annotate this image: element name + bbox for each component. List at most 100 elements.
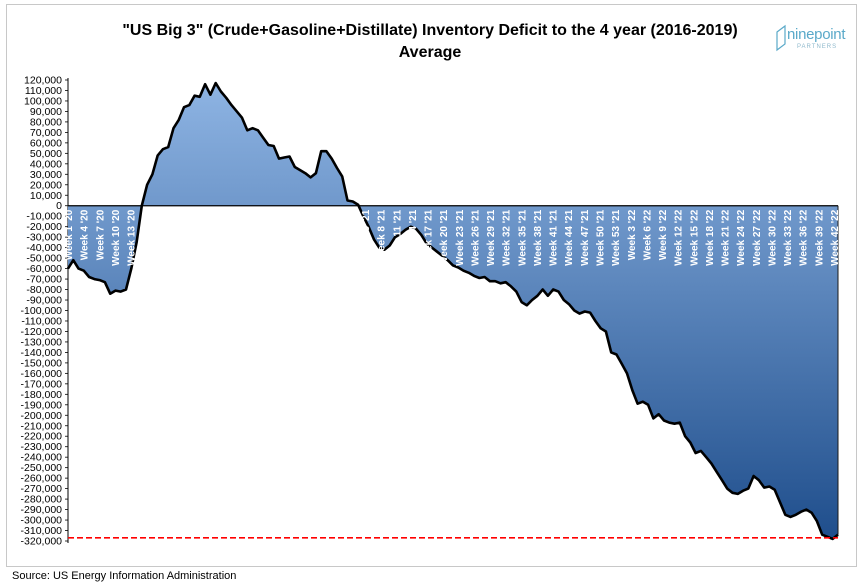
y-tick-label: -220,000 xyxy=(21,431,63,443)
y-tick-label: -110,000 xyxy=(21,315,62,327)
y-tick-label: 100,000 xyxy=(24,95,62,107)
chart-title-line2: Average xyxy=(398,44,462,61)
y-tick-label: 50,000 xyxy=(30,148,62,160)
x-tick-label: Week 49 '20 xyxy=(314,209,325,266)
x-tick-label: Week 42 '22 xyxy=(830,209,841,266)
y-tick-label: -280,000 xyxy=(21,494,63,506)
x-tick-label: Week 11 '21 xyxy=(392,209,403,265)
x-tick-label: Week 27 '22 xyxy=(752,209,763,266)
x-tick-label: Week 15 '22 xyxy=(689,209,700,266)
logo-subtext: PARTNERS xyxy=(797,44,838,50)
x-tick-label: Week 7 '20 xyxy=(95,209,106,260)
y-tick-label: -300,000 xyxy=(21,515,63,527)
x-tick-label: Week 19 '20 xyxy=(158,209,169,266)
y-tick-label: -10,000 xyxy=(26,211,62,223)
y-tick-label: -200,000 xyxy=(21,410,63,422)
y-tick-label: -90,000 xyxy=(26,295,62,307)
x-tick-label: Week 31 '20 xyxy=(220,209,231,266)
y-tick-label: 60,000 xyxy=(30,137,62,149)
x-tick-label: Week 41 '21 xyxy=(549,209,560,266)
x-tick-label: Week 36 '22 xyxy=(799,209,810,266)
y-tick-label: -70,000 xyxy=(26,274,62,286)
y-tick-label: -40,000 xyxy=(26,242,62,254)
x-tick-label: Week 37 '20 xyxy=(252,209,263,266)
x-tick-label: Week 14 '21 xyxy=(408,209,419,266)
y-tick-label: -80,000 xyxy=(26,284,62,296)
x-tick-label: Week 44 '21 xyxy=(564,209,575,266)
x-tick-label: Week 24 '22 xyxy=(736,209,747,266)
y-tick-label: 40,000 xyxy=(30,158,62,170)
x-tick-label: Week 21 '22 xyxy=(721,209,732,266)
logo-mark-icon xyxy=(776,24,786,52)
y-tick-label: -60,000 xyxy=(26,263,62,275)
x-tick-label: Week 6 '22 xyxy=(642,209,653,260)
y-tick-label: -290,000 xyxy=(21,504,63,516)
y-tick-label: 20,000 xyxy=(30,179,62,191)
y-tick-label: -180,000 xyxy=(21,389,63,401)
y-tick-label: -30,000 xyxy=(26,232,62,244)
logo-text: ninepoint xyxy=(787,26,846,43)
y-tick-label: -320,000 xyxy=(21,536,63,548)
source-note: Source: US Energy Information Administra… xyxy=(12,570,237,582)
y-tick-label: 30,000 xyxy=(30,169,62,181)
x-tick-label: Week 20 '21 xyxy=(439,209,450,266)
x-tick-label: Week 9 '22 xyxy=(658,209,669,260)
y-tick-label: 70,000 xyxy=(30,127,62,139)
x-tick-label: Week 18 '22 xyxy=(705,209,716,266)
y-tick-label: -170,000 xyxy=(21,378,63,390)
y-tick-label: -130,000 xyxy=(21,336,63,348)
x-tick-label: Week 5 '21 xyxy=(361,209,372,260)
chart-title-line1: "US Big 3" (Crude+Gasoline+Distillate) I… xyxy=(122,22,738,39)
x-tick-label: Week 35 '21 xyxy=(517,209,528,266)
y-axis: 120,000110,000100,00090,00080,00070,0006… xyxy=(21,75,69,548)
x-axis: Week 1 '20 Week 4 '20 Week 7 '20 Week 10 '2… xyxy=(64,205,841,266)
x-tick-label: Week 26 '21 xyxy=(470,209,481,266)
x-tick-label: Week 39 '22 xyxy=(814,209,825,266)
y-tick-label: 0 xyxy=(56,200,62,212)
y-tick-label: 10,000 xyxy=(30,190,62,202)
y-tick-label: 110,000 xyxy=(25,85,62,97)
x-tick-label: Week 10 '20 xyxy=(111,209,122,266)
x-tick-label: Week 33 '22 xyxy=(783,209,794,266)
x-tick-label: Week 30 '22 xyxy=(768,209,779,266)
y-tick-label: -140,000 xyxy=(21,347,63,359)
x-tick-label: Week 4 '20 xyxy=(80,209,91,260)
y-tick-label: -150,000 xyxy=(21,357,63,369)
y-tick-label: 120,000 xyxy=(24,75,62,87)
y-tick-label: -250,000 xyxy=(21,462,63,474)
y-tick-label: -270,000 xyxy=(21,483,63,495)
y-tick-label: 80,000 xyxy=(30,116,62,128)
y-tick-label: -310,000 xyxy=(21,525,63,537)
x-tick-label: Week 46 '20 xyxy=(299,209,310,266)
x-tick-label: Week 23 '21 xyxy=(455,209,466,266)
series-line xyxy=(66,81,839,541)
x-tick-label: Week 12 '22 xyxy=(674,209,685,266)
y-tick-label: -260,000 xyxy=(21,473,63,485)
y-tick-label: -50,000 xyxy=(26,253,62,265)
ninepoint-logo: ninepoint PARTNERS xyxy=(775,22,845,56)
x-tick-label: Week 53 '21 xyxy=(611,209,622,266)
x-tick-label: Week 38 '21 xyxy=(533,209,544,266)
x-tick-label: Week 2 '21 xyxy=(345,209,356,260)
x-tick-label: Week 28 '20 xyxy=(205,209,216,266)
x-tick-label: Week 43 '20 xyxy=(283,209,294,266)
x-tick-label: Week 34 '20 xyxy=(236,209,247,266)
x-tick-label: Week 16 '20 xyxy=(142,209,153,266)
y-tick-label: -190,000 xyxy=(21,399,63,411)
area-layer xyxy=(66,81,839,541)
x-tick-label: Week 50 '21 xyxy=(596,209,607,266)
x-tick-label: Week 3 '22 xyxy=(627,209,638,260)
x-tick-label: Week 25 '20 xyxy=(189,209,200,266)
x-tick-label: Week 32 '21 xyxy=(502,209,513,266)
y-tick-label: -100,000 xyxy=(21,305,63,317)
y-tick-label: -240,000 xyxy=(21,452,63,464)
y-tick-label: -210,000 xyxy=(21,420,63,432)
x-tick-label: Week 52 '20 xyxy=(330,209,341,266)
y-tick-label: -160,000 xyxy=(21,368,63,380)
x-tick-label: Week 17 '21 xyxy=(424,209,435,266)
y-tick-label: 90,000 xyxy=(30,106,62,118)
x-tick-label: Week 29 '21 xyxy=(486,209,497,266)
x-tick-label: Week 1 '20 xyxy=(64,209,75,260)
y-tick-label: -230,000 xyxy=(21,441,63,453)
x-tick-label: Week 47 '21 xyxy=(580,209,591,266)
